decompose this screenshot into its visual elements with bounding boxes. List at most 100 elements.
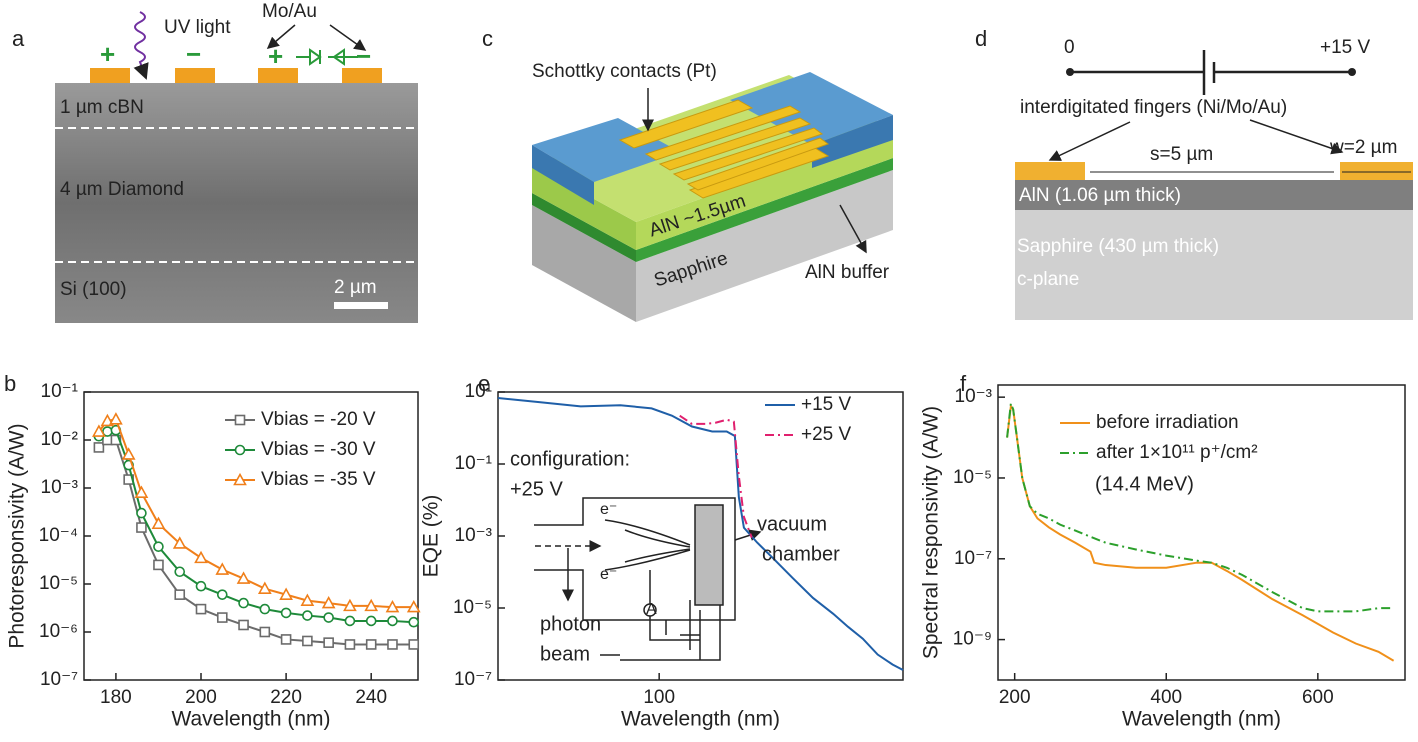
annotation: vacuum: [757, 513, 827, 535]
pad-front: [532, 145, 594, 205]
y-tick-label: 10⁻⁵: [39, 573, 78, 594]
label: Sapphire (430 µm thick): [1017, 236, 1219, 257]
legend-label: +15 V: [801, 394, 852, 415]
sign: −: [186, 39, 201, 69]
panel-label: d: [975, 26, 987, 51]
y-tick-label: 10⁻⁴: [39, 525, 78, 546]
x-tick-label: 600: [1302, 687, 1334, 708]
marker: [233, 472, 247, 486]
y-axis-title: EQE (%): [420, 495, 443, 578]
annotation: chamber: [762, 543, 840, 565]
annotation: e⁻: [600, 501, 617, 518]
marker: [259, 603, 271, 615]
label: Mo/Au: [262, 1, 317, 22]
x-tick-label: 200: [999, 687, 1031, 708]
label: Schottky contacts (Pt): [532, 61, 717, 82]
marker: [321, 595, 336, 609]
legend-label: Vbias = -30 V: [261, 439, 376, 460]
electrode: [1340, 162, 1413, 180]
panel-d: d 0 +15 V interdigitated fingers (Ni/Mo/…: [975, 26, 1413, 320]
substrate-side: [636, 170, 893, 322]
y-tick-label: 10⁻³: [41, 477, 79, 498]
marker: [102, 434, 113, 446]
panel-a: a UV light Mo/Au + − + − 1 µm cBN 4 µm D…: [12, 1, 418, 323]
legend-label: +25 V: [801, 424, 852, 445]
panel-c: c Schottky contacts (Pt) AlN ~1.5µm Sapp…: [482, 26, 893, 322]
marker: [194, 550, 208, 564]
marker: [174, 589, 186, 600]
marker: [121, 447, 136, 460]
y-axis-title: Spectral responsivity (A/W): [920, 406, 943, 659]
aln-front: [532, 165, 636, 250]
y-tick-label: 10⁻¹: [41, 381, 79, 402]
sign: +: [100, 39, 115, 69]
battery: [1070, 50, 1352, 95]
marker: [195, 580, 207, 592]
y-tick-label: 10⁻⁷: [40, 669, 78, 690]
sem-image: [55, 83, 418, 323]
panel-label: b: [4, 371, 16, 396]
marker: [387, 639, 398, 650]
contact: [258, 68, 298, 83]
marker: [406, 599, 421, 613]
legend-label: Vbias = -20 V: [261, 409, 376, 430]
y-tick-label: 10⁻²: [41, 429, 79, 450]
contact: [90, 68, 130, 83]
marker: [280, 607, 292, 619]
legend-label: after 1×10¹¹ p⁺/cm²: [1096, 442, 1258, 463]
marker: [195, 603, 207, 615]
marker: [365, 615, 377, 627]
annotation: e⁻: [600, 566, 617, 583]
arrow: [839, 204, 867, 254]
buffer-front: [532, 193, 636, 262]
y-tick-label: 10⁻³: [455, 525, 493, 546]
diode-symbol: [296, 48, 358, 66]
label: +15 V: [1320, 37, 1371, 58]
marker: [343, 598, 357, 612]
contact: [175, 68, 215, 83]
plot-frame: [997, 384, 1406, 681]
y-tick-label: 10⁻⁷: [954, 548, 992, 569]
marker: [280, 634, 292, 645]
x-tick-label: 400: [1150, 687, 1182, 708]
marker: [172, 536, 187, 549]
x-tick-label: 180: [100, 687, 132, 708]
contact: [342, 68, 382, 83]
marker: [364, 598, 379, 612]
series-line: [497, 397, 904, 671]
electrode: [1015, 162, 1085, 180]
x-axis-title: Wavelength (nm): [1122, 708, 1281, 731]
arrow: [1249, 119, 1344, 155]
marker: [408, 616, 420, 628]
marker: [408, 639, 420, 650]
annotation: photon: [540, 613, 601, 635]
marker: [323, 637, 334, 648]
layer-label: 4 µm Diamond: [60, 179, 184, 200]
marker: [151, 516, 166, 530]
label: UV light: [164, 17, 231, 38]
sapphire-layer: [1015, 210, 1413, 320]
marker: [236, 571, 251, 584]
scale-bar: [334, 302, 388, 309]
uv-wave: [133, 11, 149, 80]
marker: [153, 559, 164, 571]
y-tick-label: 10⁻³: [955, 386, 993, 407]
plot-frame: [83, 391, 419, 681]
annotation: +25 V: [510, 478, 563, 500]
layer-label: 1 µm cBN: [60, 97, 144, 118]
inset-diagram: [534, 497, 762, 661]
series-line: [1006, 403, 1394, 613]
annotation: configuration:: [510, 448, 630, 470]
y-tick-label: 10⁻⁷: [454, 669, 492, 690]
marker: [257, 581, 272, 594]
y-tick-label: 10⁻⁶: [39, 621, 78, 642]
annotation: (14.4 MeV): [1095, 473, 1194, 495]
x-axis-title: Wavelength (nm): [171, 708, 330, 731]
x-tick-label: 240: [355, 687, 387, 708]
marker: [216, 589, 228, 600]
label: interdigitated fingers (Ni/Mo/Au): [1020, 97, 1287, 118]
marker: [215, 562, 230, 575]
marker: [92, 424, 106, 437]
series-line: [679, 414, 753, 539]
marker: [344, 639, 356, 650]
